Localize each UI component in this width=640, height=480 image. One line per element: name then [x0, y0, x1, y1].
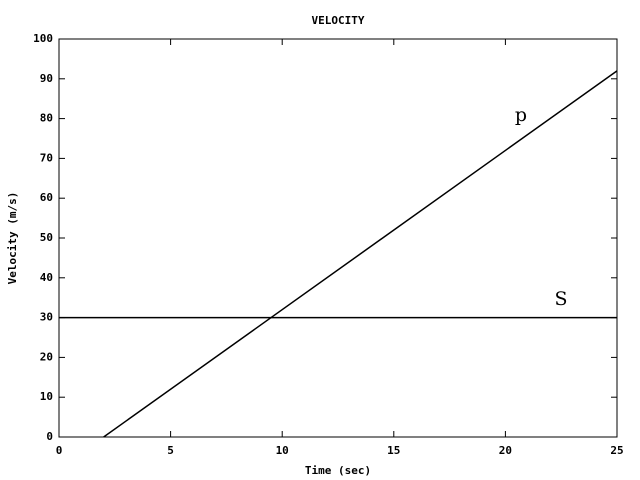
series-label: p — [515, 104, 527, 126]
y-tick-label: 80 — [40, 112, 53, 125]
series-label: S — [554, 288, 567, 310]
y-tick-label: 20 — [40, 350, 53, 363]
data-line — [103, 70, 618, 438]
x-tick-label: 20 — [499, 444, 512, 457]
x-tick-label: 10 — [276, 444, 289, 457]
y-tick-label: 30 — [40, 311, 53, 324]
x-tick-label: 25 — [610, 444, 623, 457]
y-tick-label: 90 — [40, 72, 53, 85]
y-tick-label: 100 — [33, 32, 53, 45]
chart-title: VELOCITY — [312, 14, 365, 27]
y-tick-label: 0 — [46, 430, 53, 443]
y-tick-label: 50 — [40, 231, 53, 244]
y-tick-label: 10 — [40, 390, 53, 403]
y-tick-label: 70 — [40, 151, 53, 164]
y-tick-label: 40 — [40, 271, 53, 284]
x-axis-label: Time (sec) — [305, 464, 371, 477]
x-tick-label: 15 — [387, 444, 400, 457]
x-tick-label: 5 — [167, 444, 174, 457]
y-axis-label: Velocity (m/s) — [6, 192, 19, 285]
y-tick-label: 60 — [40, 191, 53, 204]
x-tick-label: 0 — [56, 444, 63, 457]
